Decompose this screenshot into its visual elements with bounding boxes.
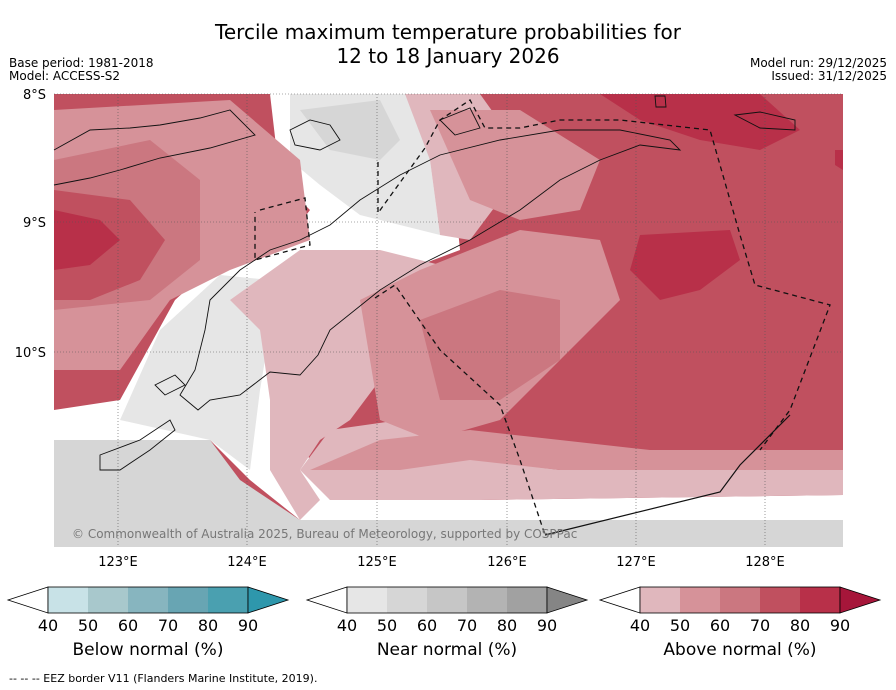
colorbar-above-max-arrow — [839, 586, 882, 614]
alor-island-outline — [289, 119, 341, 151]
colorbar-near-tick-label: 60 — [417, 616, 437, 635]
legend-label-near: Near normal (%) — [376, 640, 518, 660]
copyright-notice: © Commonwealth of Australia 2025, Bureau… — [72, 527, 577, 541]
eez-solid-segment — [544, 414, 791, 536]
colorbar-below-max-arrow — [247, 586, 290, 614]
semau-island-outline — [154, 374, 186, 396]
above-80-edge — [835, 150, 843, 170]
near-normal-north-50 — [300, 100, 400, 160]
meta-right: Model run: 29/12/2025 Issued: 31/12/2025 — [750, 57, 887, 83]
colorbar-below-tick-label: 80 — [198, 616, 218, 635]
near-normal-south — [54, 440, 843, 547]
above-80-east — [630, 230, 740, 300]
above-60-center — [420, 290, 560, 400]
latitude-labels: 8°S 9°S 10°S — [15, 88, 46, 361]
coastlines — [53, 95, 796, 471]
above-50-south — [310, 430, 843, 470]
colorbar-above-tick-label: 60 — [710, 616, 730, 635]
near-normal-center — [120, 275, 270, 470]
eez-footnote: -- -- -- EEZ border V11 (Flanders Marine… — [9, 672, 318, 685]
colorbar-below-segment — [48, 587, 88, 613]
colorbar-below-min-arrow — [6, 586, 49, 614]
lon-label-124e: 124°E — [227, 555, 267, 570]
title-line-2: 12 to 18 January 2026 — [336, 44, 560, 68]
colorbar-near-tick-label: 50 — [377, 616, 397, 635]
colorbar-near-tick-label: 80 — [497, 616, 517, 635]
colorbar-below-tick-label: 70 — [158, 616, 178, 635]
meta-left: Base period: 1981-2018 Model: ACCESS-S2 — [9, 57, 154, 83]
colorbar-near: 40 50 60 70 80 90 — [305, 586, 589, 635]
colorbar-near-tick-label: 40 — [337, 616, 357, 635]
longitude-labels: 123°E 124°E 125°E 126°E 127°E 128°E — [98, 555, 785, 570]
rote-island-outline — [99, 419, 176, 471]
colorbar-legends: 40 50 60 70 80 90 40 50 60 70 80 90 40 50 60 70 80 90 — [6, 586, 882, 635]
above-80-northeast — [600, 94, 800, 150]
colorbar-near-segment — [507, 587, 547, 613]
colorbar-above-segment — [760, 587, 800, 613]
timor-island-outline — [179, 129, 682, 411]
lon-label-123e: 123°E — [98, 555, 138, 570]
colorbar-above-segment — [720, 587, 760, 613]
legend-label-above: Above normal (%) — [663, 640, 817, 660]
model-name: Model: ACCESS-S2 — [9, 69, 121, 83]
colorbar-below-tick-label: 90 — [238, 616, 258, 635]
lon-label-128e: 128°E — [745, 555, 785, 570]
lon-label-125e: 125°E — [357, 555, 397, 570]
map-title: Tercile maximum temperature probabilitie… — [0, 20, 896, 68]
base-period: Base period: 1981-2018 — [9, 56, 154, 70]
eez-border — [254, 99, 831, 536]
colorbar-below-segment — [208, 587, 248, 613]
colorbar-near-tick-label: 90 — [537, 616, 557, 635]
colorbar-below: 40 50 60 70 80 90 — [6, 586, 290, 635]
colorbar-above-segment — [800, 587, 840, 613]
colorbar-below-tick-label: 50 — [78, 616, 98, 635]
colorbar-above-tick-label: 80 — [790, 616, 810, 635]
title-line-1: Tercile maximum temperature probabilitie… — [215, 20, 681, 44]
colorbar-near-segment — [387, 587, 427, 613]
colorbar-near-tick-label: 70 — [457, 616, 477, 635]
colorbar-above-tick-label: 50 — [670, 616, 690, 635]
colorbar-above-tick-label: 70 — [750, 616, 770, 635]
issued-date: Issued: 31/12/2025 — [771, 69, 887, 83]
colorbar-below-segment — [168, 587, 208, 613]
colorbar-below-segment — [128, 587, 168, 613]
above-80-west — [54, 210, 120, 270]
colorbar-near-segment — [427, 587, 467, 613]
model-run: Model run: 29/12/2025 — [749, 56, 887, 70]
wetar-island-outline — [439, 107, 481, 136]
colorbar-near-max-arrow — [546, 586, 589, 614]
colorbar-above-min-arrow — [598, 586, 641, 614]
above-50-north — [430, 110, 600, 220]
colorbar-below-tick-label: 60 — [118, 616, 138, 635]
colorbar-below-tick-label: 40 — [38, 616, 58, 635]
eastern-islands-outline — [733, 111, 796, 131]
lon-label-127e: 127°E — [616, 555, 656, 570]
colorbar-above: 40 50 60 70 80 90 — [598, 586, 882, 635]
legend-label-below: Below normal (%) — [72, 640, 224, 660]
small-island-outline — [654, 95, 667, 108]
lon-label-126e: 126°E — [487, 555, 527, 570]
lat-label-8s: 8°S — [23, 88, 46, 103]
graticule — [54, 93, 843, 547]
colorbar-above-tick-label: 90 — [830, 616, 850, 635]
lat-label-9s: 9°S — [23, 216, 46, 231]
colorbar-above-segment — [680, 587, 720, 613]
colorbar-near-segment — [347, 587, 387, 613]
colorbar-above-segment — [640, 587, 680, 613]
colorbar-below-segment — [88, 587, 128, 613]
colorbar-near-segment — [467, 587, 507, 613]
lat-label-10s: 10°S — [15, 346, 46, 361]
colorbar-near-min-arrow — [305, 586, 348, 614]
flores-coast — [53, 109, 256, 186]
probability-field — [54, 94, 843, 547]
colorbar-above-tick-label: 40 — [630, 616, 650, 635]
